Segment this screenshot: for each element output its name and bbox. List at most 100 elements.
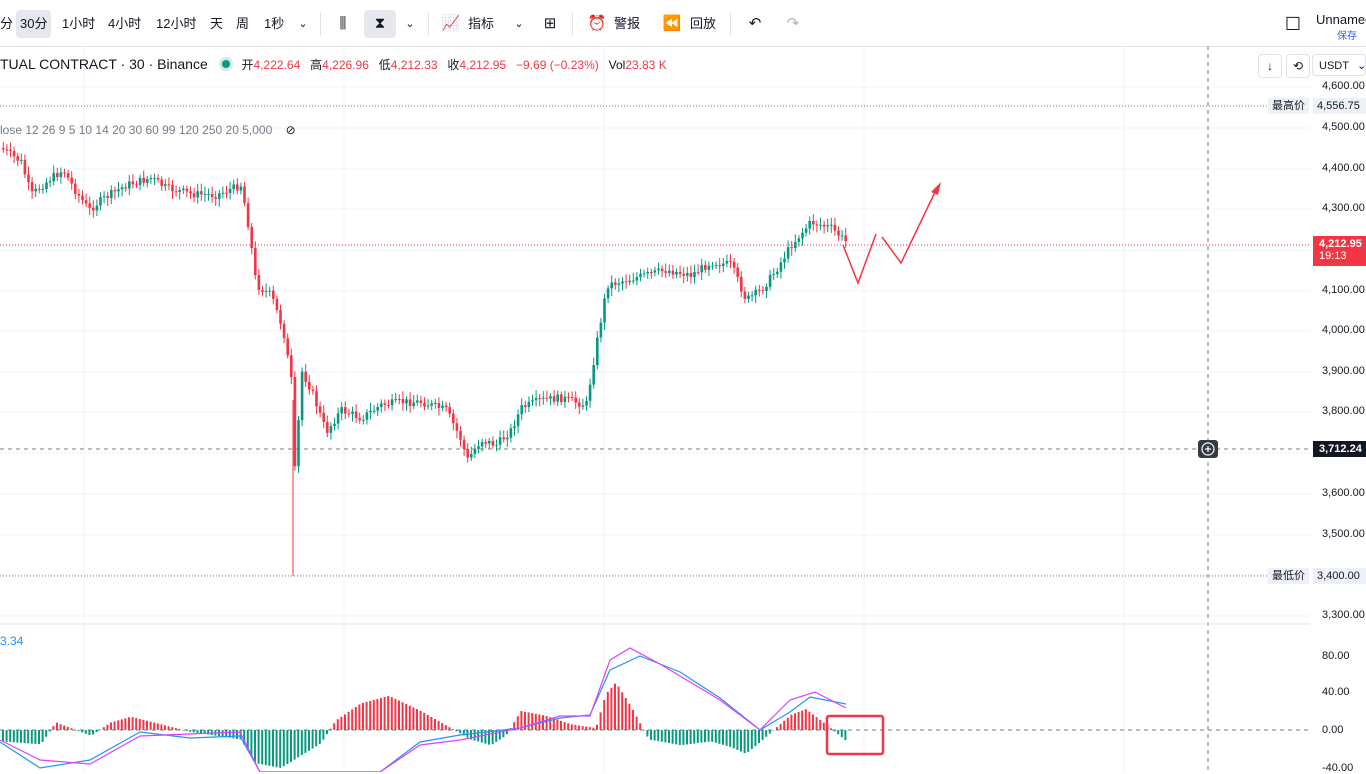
macd-bar <box>596 724 598 730</box>
macd-bar <box>707 730 710 742</box>
macd-tick: 0.00 <box>1322 724 1344 736</box>
candle-body <box>786 247 790 259</box>
macd-bar <box>398 700 400 730</box>
macd-value: 3.34 <box>0 634 24 648</box>
interval-day[interactable]: 天 <box>210 16 224 31</box>
macd-bar <box>16 730 19 743</box>
macd-bar <box>128 717 130 730</box>
price-tick: 4,000.00 <box>1322 324 1365 336</box>
macd-tick: 80.00 <box>1322 650 1350 662</box>
candle-body <box>336 413 340 424</box>
macd-bar <box>660 730 663 742</box>
candle-body <box>81 195 84 201</box>
highlight-box <box>825 714 885 756</box>
candle-body <box>747 295 750 299</box>
macd-bar <box>444 725 447 730</box>
candle-body <box>750 295 754 297</box>
chevron-down-icon[interactable]: ⌄ <box>298 18 308 30</box>
candle-body <box>459 430 462 440</box>
price-tick: 4,100.00 <box>1322 284 1365 296</box>
candle-body <box>765 286 768 291</box>
open-value: 4,222.64 <box>253 58 301 72</box>
candle-body <box>516 414 520 427</box>
replay-button[interactable]: 回放 <box>690 16 717 31</box>
macd-bar <box>178 728 181 730</box>
candle-body <box>808 220 811 229</box>
interval-1m[interactable]: 分 <box>0 16 14 31</box>
candle-body <box>34 188 37 192</box>
eye-off-icon[interactable]: ⊘ <box>285 123 296 137</box>
symbol-name[interactable]: TUAL CONTRACT · 30 · Binance <box>0 56 208 72</box>
candle-body <box>610 282 613 289</box>
interval-1h[interactable]: 1小时 <box>62 16 96 31</box>
chevron-down-icon[interactable]: ⌄ <box>405 18 415 30</box>
macd-bar <box>686 730 688 745</box>
undo-icon[interactable]: ↶ <box>748 15 762 32</box>
candle-body <box>714 265 718 267</box>
candle-body <box>664 271 667 273</box>
arrow-down-icon[interactable]: ↓ <box>1258 54 1282 78</box>
macd-bar <box>815 717 818 730</box>
macd-bar <box>473 730 476 741</box>
candle-body <box>2 148 5 150</box>
save-label[interactable]: 保存 <box>1337 31 1357 42</box>
auto-scale-icon[interactable]: ⟲ <box>1286 54 1310 78</box>
indicator-params[interactable]: lose 12 26 9 5 10 14 20 30 60 99 120 250… <box>0 123 296 137</box>
macd-bar <box>66 726 69 730</box>
redo-icon[interactable]: ↷ <box>786 15 800 32</box>
macd-bar <box>498 730 501 740</box>
candle-body <box>214 197 217 199</box>
macd-bar <box>304 730 307 753</box>
layout-name[interactable]: Unnamed <box>1316 12 1366 27</box>
alarm-clock-icon[interactable]: ⏰ <box>587 15 607 32</box>
candle-body <box>794 241 797 248</box>
macd-bar <box>207 730 210 735</box>
macd-bar <box>113 721 116 730</box>
candlestick-icon[interactable]: ⧗ <box>364 10 396 38</box>
fullscreen-box-icon[interactable]: ☐ <box>1284 14 1302 34</box>
price-axis[interactable]: 4,600.00 4,500.00 4,400.00 4,300.00 4,10… <box>1310 46 1366 774</box>
macd-bar <box>423 712 426 730</box>
candle-body <box>257 275 261 290</box>
interval-1s[interactable]: 1秒 <box>264 16 285 31</box>
candle-body <box>390 399 394 406</box>
candle-body <box>30 182 34 192</box>
candle-body <box>596 337 599 366</box>
candle-body <box>63 172 66 174</box>
candle-body <box>171 184 174 192</box>
macd-bar <box>822 722 825 730</box>
candle-body <box>16 156 19 161</box>
candle-body <box>221 192 225 194</box>
indicators-icon[interactable]: 📈 <box>441 15 461 32</box>
macd-bar <box>657 730 660 742</box>
alert-button[interactable]: 警报 <box>614 16 641 31</box>
chevron-down-icon[interactable]: ⌄ <box>514 18 524 30</box>
macd-bar <box>308 730 310 751</box>
macd-bar <box>552 718 555 730</box>
candle-body <box>545 397 549 399</box>
macd-bar <box>556 719 559 730</box>
interval-4h[interactable]: 4小时 <box>108 16 142 31</box>
macd-bar <box>426 714 429 730</box>
interval-12h[interactable]: 12小时 <box>156 16 197 31</box>
candle-body <box>59 172 63 178</box>
candle-body <box>761 290 765 292</box>
currency-select[interactable]: USDT ⌄ <box>1312 54 1366 76</box>
last-price-value: 4,212.95 <box>1319 238 1362 250</box>
candle-body <box>502 437 505 440</box>
candle-body <box>660 268 664 272</box>
candle-body <box>92 207 95 211</box>
candle-body <box>704 265 707 270</box>
layout-grid-icon[interactable]: ⊞ <box>543 15 557 32</box>
vol-label: Vol <box>608 58 626 72</box>
replay-icon[interactable]: ⏪ <box>662 15 682 32</box>
interval-week[interactable]: 周 <box>236 16 250 31</box>
candle-body <box>513 426 516 429</box>
interval-30m[interactable]: 30分 <box>16 10 52 38</box>
macd-bar <box>106 724 109 730</box>
chart-canvas[interactable] <box>0 0 1310 772</box>
bar-chart-icon[interactable]: ⫼ <box>339 15 347 32</box>
indicators-button[interactable]: 指标 <box>468 16 495 31</box>
macd-bar <box>819 719 822 730</box>
candle-body <box>632 280 635 282</box>
